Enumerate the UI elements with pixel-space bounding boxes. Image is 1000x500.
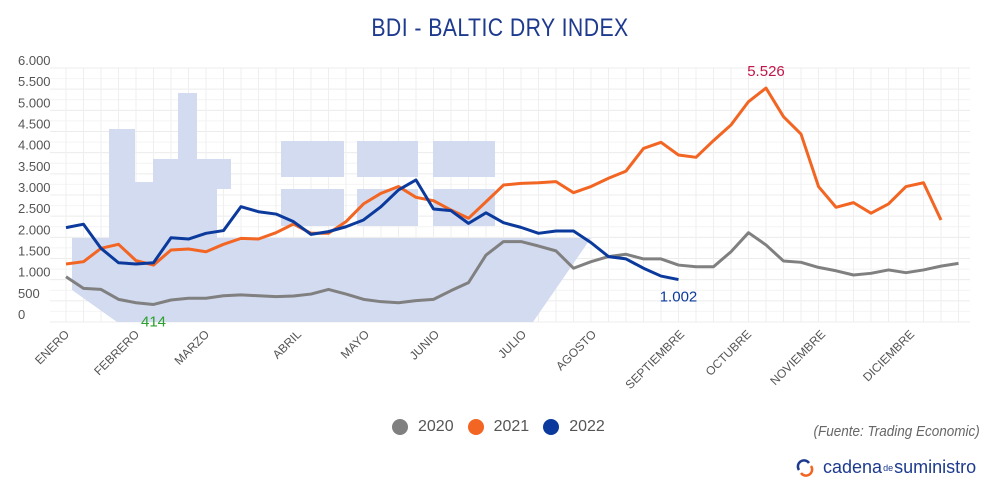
data-label-2022: 1.002 [660,289,698,306]
x-tick-label: JULIO [495,327,529,361]
x-tick-label: AGOSTO [553,327,599,373]
factory-building [135,182,153,239]
ship-factory-silhouette [72,93,591,322]
container [281,141,344,177]
y-tick-label: 2.000 [18,222,51,237]
factory-building [217,159,231,189]
series-line-2022 [65,178,679,282]
series-lines [65,86,959,306]
container [433,141,495,177]
logo-text: de [883,462,894,473]
y-tick-label: 500 [18,286,40,301]
legend-label: 2021 [493,418,530,435]
x-axis: ENERO FEBRERO MARZO ABRIL MAYO JUNIO JULIO AGOS… [32,327,917,392]
series-line-2020 [65,231,959,306]
brand-logo: cadena de suministro [795,457,976,478]
data-label-2021: 5.526 [747,63,785,80]
chart-title: BDI - BALTIC DRY INDEX [371,14,629,42]
legend-dot-icon [392,419,408,435]
factory-building [109,129,135,239]
legend-item-2021[interactable]: 2021 [467,418,530,436]
x-tick-label: JUNIO [407,327,442,362]
y-tick-label: 2.500 [18,201,51,216]
y-tick-label: 5.500 [18,74,51,89]
legend-item-2020[interactable]: 2020 [392,418,454,436]
logo-refresh-icon [796,458,814,477]
x-tick-label: FEBRERO [91,327,142,378]
y-tick-label: 4.000 [18,138,51,153]
logo-text: suministro [894,457,977,477]
x-tick-label: ABRIL [270,327,305,362]
y-axis: 0 500 1.000 1.500 2.000 2.500 3.000 3.500 4.000 4… [18,53,51,322]
legend: 2020 2021 2022 [392,418,619,436]
logo-text: cadena [823,457,883,477]
legend-label: 2020 [418,418,454,435]
series-line-2021 [65,86,943,267]
ship-hull [72,238,591,322]
y-tick-label: 4.500 [18,117,51,132]
data-label-2020: 414 [141,313,166,330]
factory-chimney [178,93,197,159]
x-tick-label: DICIEMBRE [860,327,917,384]
y-tick-label: 1.500 [18,244,51,259]
x-tick-label: MAYO [338,327,372,361]
x-tick-label: NOVIEMBRE [767,327,828,388]
y-tick-label: 6.000 [18,53,51,68]
container [357,189,418,226]
y-tick-label: 5.000 [18,95,51,110]
legend-dot-icon [467,419,484,435]
y-tick-label: 0 [18,307,25,322]
legend-label: 2022 [569,418,605,435]
annotations: 414 5.526 1.002 [141,63,785,330]
x-tick-label: ENERO [32,327,72,367]
x-tick-label: OCTUBRE [703,327,754,378]
x-tick-label: MARZO [172,327,213,368]
y-tick-label: 1.000 [18,265,51,280]
legend-dot-icon [543,419,560,435]
y-tick-label: 3.000 [18,180,51,195]
legend-item-2022[interactable]: 2022 [543,418,605,436]
x-tick-label: SEPTIEMBRE [623,327,688,392]
source-note: (Fuente: Trading Economic) [813,423,980,440]
container [357,141,418,177]
factory-building [153,159,217,239]
y-tick-label: 3.500 [18,159,51,174]
line-chart: 0 500 1.000 1.500 2.000 2.500 3.000 3.500 4.000 4… [18,53,970,392]
